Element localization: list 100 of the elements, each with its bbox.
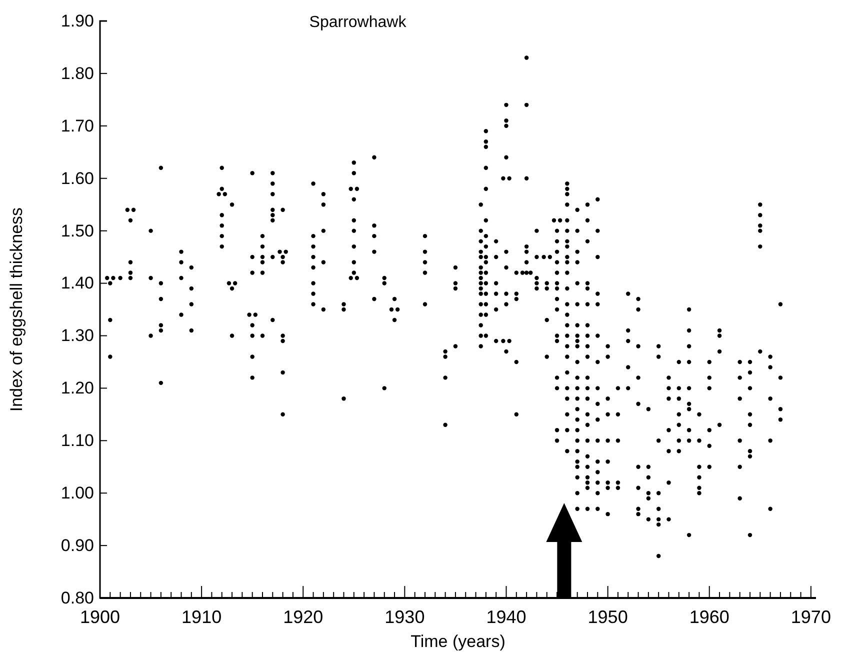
point — [311, 182, 316, 186]
point — [220, 234, 224, 238]
point — [717, 349, 722, 354]
point — [422, 250, 428, 254]
point — [606, 396, 610, 401]
x-tick-label: 1900 — [80, 606, 120, 627]
point — [280, 338, 285, 344]
point — [220, 212, 224, 218]
point — [554, 228, 560, 233]
point — [250, 376, 254, 380]
point — [504, 102, 508, 108]
point — [656, 354, 661, 359]
point — [656, 517, 661, 522]
point — [606, 354, 610, 359]
point — [554, 307, 560, 312]
point — [686, 428, 692, 432]
point — [216, 192, 221, 196]
point — [686, 438, 692, 443]
point — [534, 228, 539, 233]
point — [478, 228, 483, 233]
point — [676, 412, 682, 417]
point — [342, 396, 346, 401]
point — [565, 239, 570, 244]
point — [478, 286, 483, 291]
point — [554, 270, 560, 275]
point — [646, 496, 651, 500]
point — [247, 312, 252, 317]
point — [575, 360, 580, 364]
point — [585, 376, 590, 380]
point — [372, 250, 376, 254]
point — [626, 338, 630, 344]
y-tick-label: 1.70 — [60, 116, 94, 136]
point — [748, 360, 752, 364]
point — [575, 449, 580, 454]
point — [616, 486, 620, 490]
point — [422, 270, 428, 275]
point — [596, 506, 600, 511]
point — [596, 197, 600, 202]
point — [507, 338, 512, 344]
point — [392, 318, 397, 322]
point — [395, 307, 400, 312]
point — [646, 490, 651, 496]
point — [616, 412, 620, 417]
point — [646, 407, 651, 412]
point — [666, 517, 671, 522]
point — [606, 460, 610, 464]
point — [443, 376, 448, 380]
point — [626, 292, 630, 296]
point — [250, 354, 254, 359]
point — [280, 334, 285, 338]
point — [606, 486, 610, 490]
point — [128, 218, 133, 222]
point — [656, 522, 661, 527]
point — [484, 218, 488, 222]
point — [558, 218, 562, 222]
point — [686, 402, 692, 406]
point — [280, 208, 285, 212]
point — [676, 386, 682, 390]
point — [707, 360, 712, 364]
point — [128, 270, 133, 275]
point — [575, 396, 580, 401]
point — [478, 276, 483, 280]
point — [260, 234, 265, 238]
point — [534, 281, 539, 286]
y-tick-label: 1.40 — [60, 274, 94, 293]
point — [554, 338, 560, 344]
point — [707, 464, 712, 469]
point — [230, 202, 234, 207]
point — [484, 129, 488, 134]
point — [676, 422, 682, 428]
point — [686, 328, 692, 333]
point — [758, 223, 762, 228]
point — [778, 407, 783, 412]
point — [501, 338, 506, 344]
point — [544, 354, 549, 359]
point — [478, 265, 483, 270]
point — [504, 118, 508, 123]
point — [554, 250, 560, 254]
point — [575, 344, 580, 348]
point — [544, 286, 549, 291]
point — [748, 449, 752, 454]
point — [606, 512, 610, 516]
x-axis-title: Time (years) — [410, 632, 506, 651]
point — [220, 223, 224, 228]
point — [748, 422, 752, 428]
point — [575, 464, 580, 469]
point — [321, 260, 326, 264]
point — [565, 312, 570, 317]
point — [738, 360, 742, 364]
point — [352, 218, 356, 222]
y-tick-label: 1.00 — [60, 484, 94, 503]
point — [260, 260, 265, 264]
point — [575, 475, 580, 480]
point — [554, 334, 560, 338]
point — [666, 376, 671, 380]
point — [606, 412, 610, 417]
point — [748, 412, 752, 417]
point — [453, 344, 458, 348]
point — [352, 171, 356, 176]
point — [230, 286, 234, 291]
